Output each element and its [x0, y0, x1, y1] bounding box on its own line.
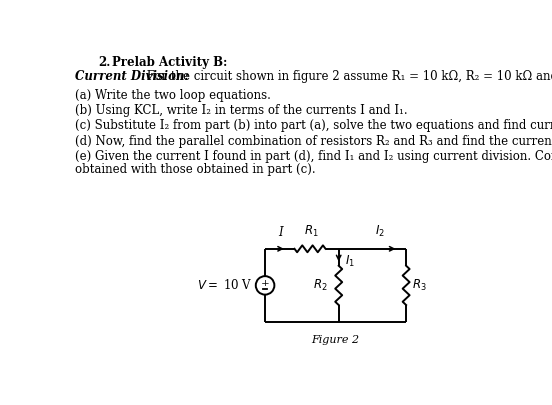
Text: I: I — [278, 226, 283, 239]
Text: (a) Write the two loop equations.: (a) Write the two loop equations. — [75, 89, 271, 102]
Text: $R_3$: $R_3$ — [412, 278, 427, 293]
Text: Current Division:: Current Division: — [75, 70, 189, 83]
Text: Prelab Activity B:: Prelab Activity B: — [112, 56, 227, 69]
Text: obtained with those obtained in part (c).: obtained with those obtained in part (c)… — [75, 162, 316, 175]
Text: +: + — [261, 279, 269, 288]
Text: $R_1$: $R_1$ — [304, 224, 319, 239]
Text: $I_1$: $I_1$ — [345, 254, 355, 269]
Text: $I_2$: $I_2$ — [375, 224, 385, 239]
Circle shape — [256, 276, 274, 294]
Text: For the circuit shown in figure 2 assume R₁ = 10 kΩ, R₂ = 10 kΩ and R₃ = 20 kΩ.: For the circuit shown in figure 2 assume… — [144, 70, 552, 83]
Text: 2.: 2. — [98, 56, 111, 69]
Text: (e) Given the current I found in part (d), find I₁ and I₂ using current division: (e) Given the current I found in part (d… — [75, 150, 552, 163]
Text: Figure 2: Figure 2 — [311, 335, 360, 345]
Text: $R_2$: $R_2$ — [313, 278, 328, 293]
Text: $V=$ 10 V: $V=$ 10 V — [197, 278, 253, 292]
Text: (b) Using KCL, write I₂ in terms of the currents I and I₁.: (b) Using KCL, write I₂ in terms of the … — [75, 104, 408, 117]
Text: (d) Now, find the parallel combination of resistors R₂ and R₃ and find the curre: (d) Now, find the parallel combination o… — [75, 135, 552, 148]
Text: (c) Substitute I₂ from part (b) into part (a), solve the two equations and find : (c) Substitute I₂ from part (b) into par… — [75, 119, 552, 132]
